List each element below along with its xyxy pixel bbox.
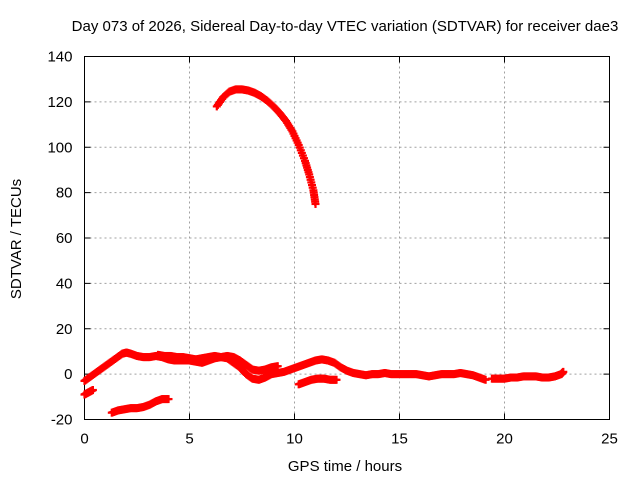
- y-tick-label: 20: [56, 321, 73, 338]
- x-tick-label: 25: [601, 431, 618, 448]
- axis-ticks: [84, 56, 610, 420]
- y-tick-label: 100: [47, 139, 72, 156]
- x-tick-label: 0: [80, 431, 88, 448]
- series-arc-mid-negative: [294, 374, 341, 389]
- x-tick-label: 10: [286, 431, 303, 448]
- grid: [84, 56, 610, 420]
- y-tick-label: 40: [56, 275, 73, 292]
- y-axis-label: SDTVAR / TECUs: [8, 179, 25, 299]
- series-arc-early-negative: [80, 386, 97, 399]
- x-tick-label: 20: [496, 431, 513, 448]
- chart-title: Day 073 of 2026, Sidereal Day-to-day VTE…: [72, 18, 619, 35]
- x-axis-label: GPS time / hours: [288, 458, 402, 475]
- data-points: [80, 85, 568, 417]
- data-point: [273, 362, 282, 371]
- data-point: [164, 395, 173, 404]
- y-tick-label: 80: [56, 185, 73, 202]
- x-tick-label: 5: [185, 431, 193, 448]
- y-tick-label: 120: [47, 94, 72, 111]
- series-arc-late: [487, 367, 568, 383]
- y-tick-label: -20: [51, 412, 73, 429]
- data-point: [559, 367, 568, 376]
- y-tick-label: 0: [64, 366, 72, 383]
- y-tick-label: 140: [47, 49, 72, 66]
- series-arc-high: [212, 85, 320, 208]
- data-point: [311, 199, 320, 208]
- data-point: [332, 375, 341, 384]
- y-tick-label: 60: [56, 230, 73, 247]
- series-arc-low: [107, 395, 173, 417]
- tick-labels: 0 5 10 15 20 25 -20 0 20 40 60 80 100 120 140: [47, 49, 617, 448]
- series-arc-upper-band: [154, 350, 282, 375]
- x-tick-label: 15: [391, 431, 408, 448]
- data-point: [481, 375, 490, 384]
- data-point: [88, 386, 97, 395]
